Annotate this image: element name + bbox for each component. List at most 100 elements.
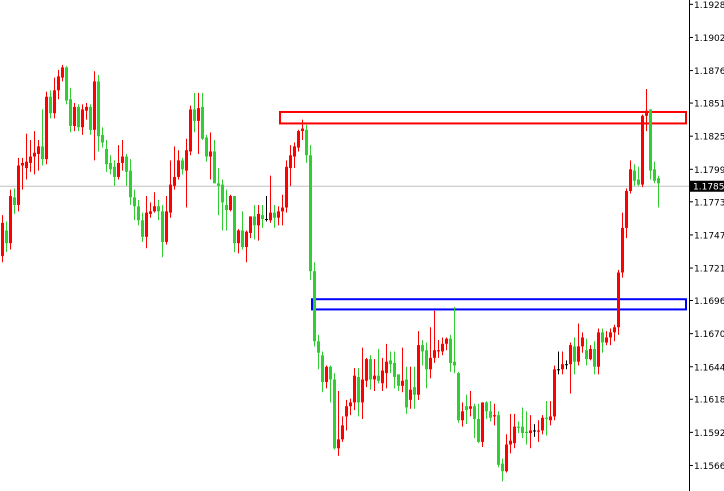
price-axis[interactable]: 1.19285 1.19025 1.18765 1.18510 1.18250 1.179… — [689, 1, 724, 472]
candle-body — [345, 406, 348, 417]
candle — [325, 365, 328, 389]
candle — [5, 221, 8, 253]
candle — [93, 71, 96, 161]
candle-body — [517, 426, 520, 428]
candle — [373, 359, 376, 391]
candle-body — [425, 350, 428, 370]
candle — [133, 189, 136, 221]
candle — [509, 413, 512, 454]
candle-body — [513, 426, 516, 444]
candle — [317, 334, 320, 370]
candle-body — [25, 161, 28, 169]
candle — [405, 366, 408, 414]
candle — [413, 366, 416, 409]
candle-body — [97, 81, 100, 137]
candle — [297, 129, 300, 152]
candle — [305, 124, 308, 163]
candle — [569, 342, 572, 394]
candle-body — [185, 150, 188, 171]
candle-body — [625, 190, 628, 228]
candle-body — [37, 146, 40, 155]
candle-body — [473, 406, 476, 419]
candle — [497, 411, 500, 468]
candle-body — [209, 151, 212, 157]
candle-body — [33, 152, 36, 157]
tick-label: 1.18765 — [694, 67, 724, 77]
candle — [221, 179, 224, 231]
candle — [13, 188, 16, 214]
candle — [197, 92, 200, 155]
candle-body — [233, 196, 236, 244]
candle-body — [277, 211, 280, 218]
candle-body — [105, 148, 108, 165]
candle — [585, 338, 588, 366]
candle-body — [129, 170, 132, 198]
candle-body — [657, 178, 660, 184]
candle-body — [201, 106, 204, 139]
candle-body — [165, 211, 168, 242]
candle — [345, 399, 348, 431]
candle-body — [577, 346, 580, 362]
candle — [621, 212, 624, 278]
candle-body — [549, 416, 552, 421]
candle-body — [269, 212, 272, 221]
candle — [41, 109, 44, 166]
candle — [53, 77, 56, 119]
candle-body — [373, 375, 376, 380]
candle — [165, 196, 168, 245]
candle — [453, 306, 456, 374]
candle — [577, 323, 580, 366]
candle — [613, 324, 616, 342]
candle-body — [565, 364, 568, 366]
candle-body — [569, 345, 572, 365]
candle-body — [593, 348, 596, 367]
tick-label: 1.16960 — [694, 297, 724, 307]
candle-body — [9, 196, 12, 244]
candle-body — [445, 338, 448, 344]
support-zone[interactable] — [311, 298, 687, 311]
candle — [181, 157, 184, 175]
candle — [545, 401, 548, 436]
candle — [629, 160, 632, 194]
candle — [169, 160, 172, 218]
resistance-zone[interactable] — [279, 110, 687, 125]
candle-body — [109, 162, 112, 170]
candle — [361, 347, 364, 419]
candle — [105, 140, 108, 172]
candle-body — [89, 106, 92, 130]
candle — [273, 204, 276, 228]
candle-body — [645, 110, 648, 116]
candle — [237, 229, 240, 254]
candle — [249, 216, 252, 239]
candle — [149, 202, 152, 218]
candle-body — [377, 375, 380, 381]
candle-body — [169, 184, 172, 213]
candle — [541, 415, 544, 435]
candle — [457, 371, 460, 423]
candle-body — [385, 361, 388, 374]
candle — [25, 133, 28, 180]
tick-label: 1.17735 — [694, 198, 724, 208]
candle — [565, 360, 568, 370]
candle — [37, 140, 40, 171]
tick-label: 1.18510 — [694, 100, 724, 110]
candle-body — [501, 463, 504, 472]
candle — [481, 402, 484, 448]
candle — [353, 368, 356, 411]
candle — [241, 211, 244, 250]
candle — [349, 398, 352, 416]
candle — [281, 194, 284, 226]
candle-body — [605, 337, 608, 343]
candle-body — [61, 67, 64, 78]
tick-label: 1.19025 — [694, 34, 724, 44]
candle-body — [597, 332, 600, 367]
candle-body — [137, 206, 140, 221]
candle-body — [93, 81, 96, 130]
candle-body — [485, 402, 488, 412]
candle-body — [145, 212, 148, 237]
candle — [429, 327, 432, 379]
candle-body — [13, 197, 16, 205]
candle — [385, 343, 388, 389]
candle — [301, 119, 304, 140]
candle-body — [293, 146, 296, 157]
